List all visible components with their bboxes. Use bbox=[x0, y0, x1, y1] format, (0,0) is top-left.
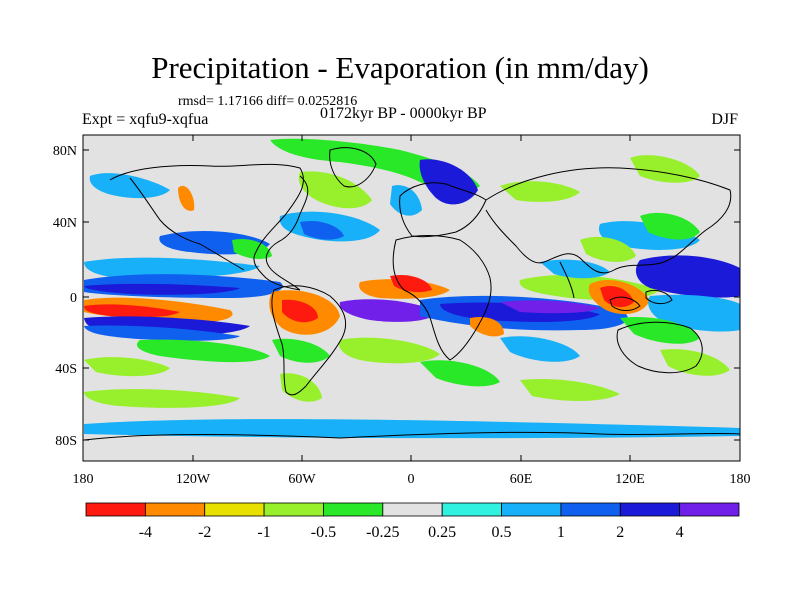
stats-label: rmsd= 1.17166 diff= 0.0252816 bbox=[178, 94, 358, 109]
lon-tick-label: 120W bbox=[176, 472, 211, 487]
colorbar-box bbox=[501, 502, 562, 517]
colorbar-label: -0.25 bbox=[366, 524, 399, 541]
colorbar-box bbox=[85, 502, 146, 517]
period-label: 0172kyr BP - 0000kyr BP bbox=[320, 105, 487, 122]
colorbar-box bbox=[144, 502, 206, 517]
colorbar-label: -0.5 bbox=[311, 524, 336, 541]
coastlines bbox=[83, 147, 740, 441]
lat-tick-label: 40N bbox=[53, 216, 77, 231]
colorbar-box bbox=[204, 502, 265, 517]
colorbar-label: 1 bbox=[557, 524, 565, 541]
lat-tick-label: 80S bbox=[55, 434, 77, 449]
colorbar-label: -2 bbox=[198, 524, 211, 541]
lon-tick-label: 60W bbox=[288, 472, 316, 487]
colorbar: -4 -2 -1 -0.5 -0.25 0.25 0.5 1 2 4 bbox=[85, 502, 740, 541]
colorbar-box bbox=[679, 502, 740, 517]
colorbar-label: 0.5 bbox=[492, 524, 512, 541]
colorbar-box bbox=[441, 502, 502, 517]
colorbar-box bbox=[560, 502, 621, 517]
lat-tick-label: 40S bbox=[55, 362, 77, 377]
lat-tick-label: 80N bbox=[53, 144, 77, 159]
longitude-axis: 180 120W 60W 0 60E 120E 180 bbox=[73, 135, 751, 487]
latitude-axis: 80N 40N 0 40S 80S bbox=[53, 144, 740, 449]
colorbar-box bbox=[323, 502, 384, 517]
colorbar-label: 2 bbox=[616, 524, 624, 541]
lat-tick-label: 0 bbox=[70, 291, 77, 306]
lon-tick-label: 180 bbox=[73, 472, 94, 487]
colorbar-box bbox=[382, 502, 443, 517]
map-title: Precipitation - Evaporation (in mm/day) bbox=[151, 50, 649, 85]
colorbar-label: 0.25 bbox=[428, 524, 456, 541]
experiment-label: Expt = xqfu9-xqfua bbox=[82, 111, 209, 128]
colorbar-label: -1 bbox=[257, 524, 270, 541]
colorbar-label: 4 bbox=[676, 524, 684, 541]
colorbar-box bbox=[619, 502, 681, 517]
lon-tick-label: 120E bbox=[615, 472, 645, 487]
lon-tick-label: 60E bbox=[510, 472, 533, 487]
anomaly-field bbox=[84, 138, 740, 439]
lon-tick-label: 0 bbox=[408, 472, 415, 487]
colorbar-label: -4 bbox=[139, 524, 152, 541]
lon-tick-label: 180 bbox=[730, 472, 751, 487]
colorbar-box bbox=[263, 502, 324, 517]
season-label: DJF bbox=[711, 111, 738, 128]
